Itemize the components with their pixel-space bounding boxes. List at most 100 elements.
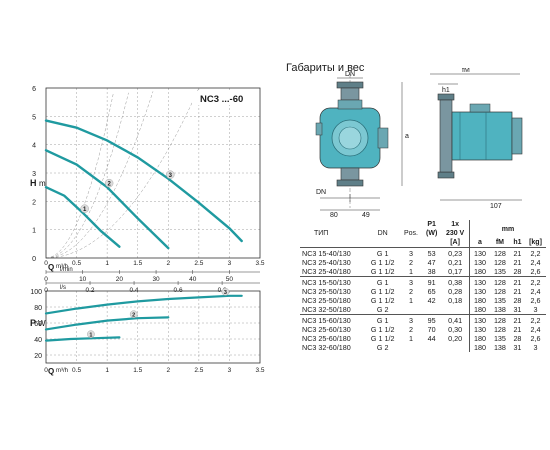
spec-value: 128 xyxy=(493,249,506,258)
dim-dn-top: DN xyxy=(345,71,355,78)
power-x-tick: 1 xyxy=(105,367,109,374)
system-curve xyxy=(45,93,114,259)
chart-title-box xyxy=(192,91,258,105)
spec-value: 3 xyxy=(533,343,538,352)
spec-value: 3 xyxy=(533,305,538,314)
head-x-tick: 2.5 xyxy=(194,260,203,267)
spec-value: 44 xyxy=(427,334,436,343)
head-x2-unit: l/min xyxy=(60,267,73,273)
spec-cell-kg: 2,2 2,4 2,6 3 xyxy=(525,314,546,352)
spec-cell-p1: 91 65 42 xyxy=(422,276,442,315)
head-y-tick: 1 xyxy=(32,228,36,235)
head-y-tick: 0 xyxy=(32,256,36,263)
head-x3-tick: 0.4 xyxy=(130,287,139,294)
spec-value: 65 xyxy=(427,287,436,296)
head-x-tick: 1 xyxy=(105,260,109,267)
power-y-tick: 100 xyxy=(30,289,42,296)
power-x-tick: 2 xyxy=(166,367,170,374)
spec-value: 70 xyxy=(427,325,436,334)
head-x2-tick: 0 xyxy=(44,276,48,283)
spec-value: 128 xyxy=(493,258,506,267)
head-y-tick: 5 xyxy=(32,114,36,121)
spec-value: G 1 xyxy=(376,316,389,325)
spec-value: 0,18 xyxy=(448,296,463,305)
head-x3-tick: 0 xyxy=(44,287,48,294)
head-curve-label: 3 xyxy=(169,173,173,179)
power-y-tick: 40 xyxy=(34,337,42,344)
spec-cell-amps: 0,41 0,30 0,20 xyxy=(441,314,470,352)
spec-value: 38 xyxy=(427,267,436,276)
spec-value: 138 xyxy=(493,343,506,352)
power-y-tick: 80 xyxy=(34,305,42,312)
col-mm: mm xyxy=(469,220,546,238)
dim-80: 80 xyxy=(330,212,338,218)
head-x-tick: 2 xyxy=(166,260,170,267)
power-curve-label: 2 xyxy=(132,313,135,319)
spec-value: 1 xyxy=(409,296,413,305)
spec-value: 135 xyxy=(493,296,506,305)
spec-value xyxy=(402,343,420,352)
spec-cell-a: 130 130 180 180 xyxy=(469,276,490,315)
spec-value: NC3 25-40/180 xyxy=(302,267,351,276)
spec-value: 31 xyxy=(513,305,522,314)
spec-value: G 2 xyxy=(376,343,389,352)
spec-value: 135 xyxy=(493,334,506,343)
power-y-tick-labels: 20 40 60 80 100 xyxy=(30,289,42,360)
head-x2-tick: 30 xyxy=(152,276,160,283)
dim-107: 107 xyxy=(490,203,502,210)
spec-value xyxy=(443,343,467,352)
spec-value: 95 xyxy=(427,316,436,325)
spec-value: 130 xyxy=(474,325,486,334)
spec-value: 135 xyxy=(493,267,506,276)
spec-cell-amps: 0,23 0,21 0,17 xyxy=(441,247,470,277)
spec-value: 128 xyxy=(493,325,506,334)
spec-cell-fm: 128 128 135 xyxy=(490,247,510,277)
spec-value: 180 xyxy=(474,343,486,352)
head-x-tick: 3 xyxy=(228,260,232,267)
spec-value: 0,17 xyxy=(448,267,463,276)
dim-49: 49 xyxy=(362,212,370,218)
col-pos: Pos. xyxy=(403,230,418,237)
head-curve-badge xyxy=(80,204,89,213)
spec-value: 47 xyxy=(427,258,436,267)
spec-cell-a: 130 130 180 180 xyxy=(469,314,490,352)
chart-title: NC3 ...-60 xyxy=(200,94,243,105)
col-p1-unit: (W) xyxy=(426,230,438,237)
spec-value: 2,4 xyxy=(530,258,541,267)
power-y-tick: 20 xyxy=(34,353,42,360)
power-curve-3 xyxy=(44,294,243,315)
spec-cell-h1: 21 21 28 31 xyxy=(509,276,525,315)
dim-fm: fM xyxy=(462,68,470,74)
dim-dn-side: DN xyxy=(316,189,326,196)
spec-value: G 1 1/2 xyxy=(370,325,395,334)
spec-value: 2 xyxy=(409,287,413,296)
head-curve-2 xyxy=(44,149,170,250)
spec-value: G 1 1/2 xyxy=(370,258,395,267)
head-plot-frame xyxy=(45,87,261,259)
spec-value: 2,2 xyxy=(530,316,541,325)
spec-cell-h1: 21 21 28 31 xyxy=(509,314,525,352)
spec-value: G 1 1/2 xyxy=(370,296,395,305)
head-x-tick: 0.5 xyxy=(72,260,81,267)
spec-value: 130 xyxy=(474,287,486,296)
spec-value: 2,4 xyxy=(530,325,541,334)
power-curve-badge xyxy=(221,287,230,296)
spec-value: 21 xyxy=(513,316,522,325)
spec-value: 21 xyxy=(513,287,522,296)
spec-value: NC3 25-50/130 xyxy=(302,287,351,296)
spec-cell-fm: 128 128 135 138 xyxy=(490,276,510,315)
col-current-mid: 230 V xyxy=(445,230,465,237)
spec-value: 0,30 xyxy=(448,325,463,334)
spec-value: 130 xyxy=(474,316,486,325)
spec-value: 21 xyxy=(513,278,522,287)
spec-value: 0,21 xyxy=(448,258,463,267)
spec-cell-amps: 0,38 0,28 0,18 xyxy=(441,276,470,315)
spec-cell-p1: 53 47 38 xyxy=(422,247,442,277)
spec-value: 0,23 xyxy=(448,249,463,258)
spec-value: NC3 25-50/180 xyxy=(302,296,351,305)
spec-value: NC3 32-50/180 xyxy=(302,305,351,314)
